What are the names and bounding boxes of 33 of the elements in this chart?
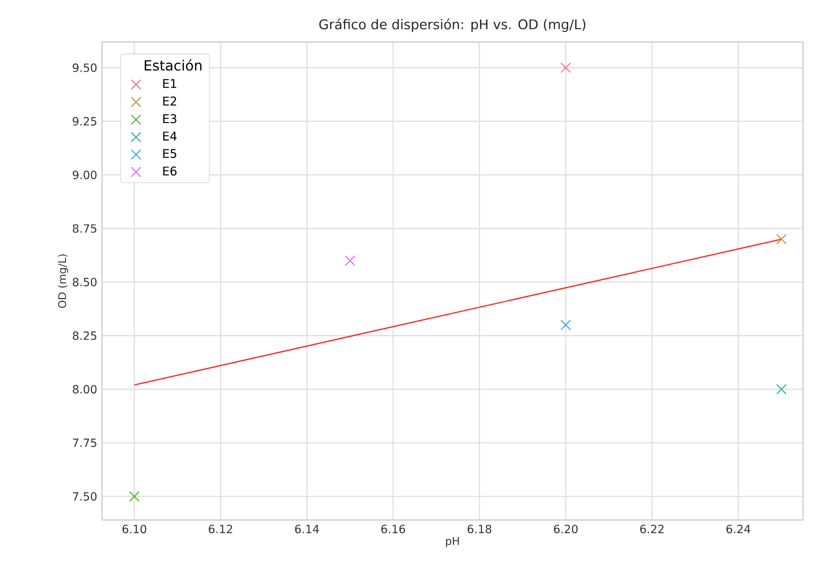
legend-label: E3 xyxy=(163,114,176,124)
y-tick-label: 9.50 xyxy=(72,63,97,72)
x-tick-label: 6.10 xyxy=(122,524,146,534)
y-axis-title: OD (mg/L) xyxy=(58,254,68,308)
y-tick-label: 8.25 xyxy=(72,331,96,340)
y-tick-label: 8.00 xyxy=(72,384,97,394)
x-tick-label: 6.18 xyxy=(468,524,492,534)
y-tick-label: 8.50 xyxy=(72,278,97,286)
point xyxy=(560,62,571,73)
x-axis-title: pH xyxy=(446,537,459,548)
x-tick-label: 6.14 xyxy=(295,524,319,534)
legend-label: E6 xyxy=(163,166,177,176)
chart-title: Gráfico de dispersión: pH vs. OD (mg/L) xyxy=(319,18,586,32)
x-tick-label: 6.20 xyxy=(554,524,578,534)
x-tick-label: 6.22 xyxy=(640,524,664,534)
y-tick-label: 7.50 xyxy=(72,492,97,501)
y-tick-label: 8.75 xyxy=(72,224,96,233)
legend-label: E1 xyxy=(163,79,176,88)
legend-label: E5 xyxy=(163,149,176,158)
legend-label: E2 xyxy=(163,96,176,106)
point xyxy=(776,384,787,394)
x-tick-label: 6.16 xyxy=(381,524,406,534)
y-tick-label: 7.75 xyxy=(72,438,96,448)
legend-label: E4 xyxy=(163,132,177,140)
point xyxy=(129,491,140,502)
x-tick-label: 6.24 xyxy=(726,524,750,534)
point xyxy=(776,234,787,244)
x-tick-label: 6.12 xyxy=(208,524,232,534)
point xyxy=(560,320,571,330)
point xyxy=(344,255,356,266)
y-tick-label: 9.00 xyxy=(72,170,97,180)
legend-title: Estación xyxy=(144,59,202,71)
y-tick-label: 9.25 xyxy=(72,117,96,126)
